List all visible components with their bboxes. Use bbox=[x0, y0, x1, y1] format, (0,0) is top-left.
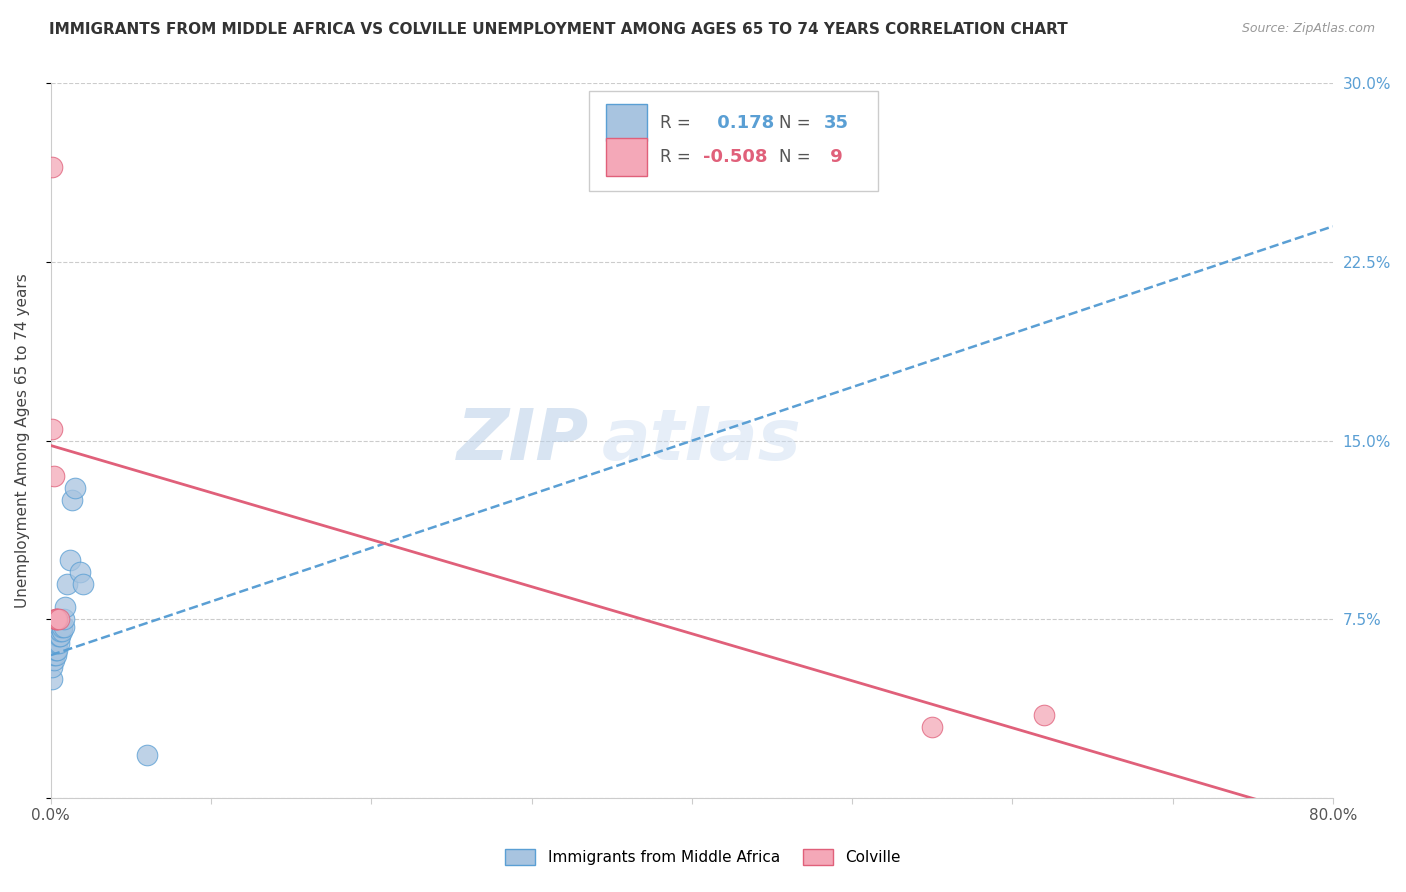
Point bbox=[48, 636, 70, 650]
Text: 35: 35 bbox=[824, 114, 849, 132]
Point bbox=[52, 612, 75, 626]
Point bbox=[49, 619, 72, 633]
Text: N =: N = bbox=[779, 148, 811, 166]
Point bbox=[51, 619, 73, 633]
Point bbox=[45, 636, 67, 650]
Point bbox=[46, 612, 69, 626]
Point bbox=[52, 619, 75, 633]
Point bbox=[42, 648, 65, 662]
Point bbox=[45, 643, 67, 657]
Legend: Immigrants from Middle Africa, Colville: Immigrants from Middle Africa, Colville bbox=[499, 843, 907, 871]
Point bbox=[48, 612, 70, 626]
Text: atlas: atlas bbox=[602, 406, 801, 475]
Point bbox=[45, 629, 67, 643]
Point bbox=[136, 748, 159, 763]
Point bbox=[42, 469, 65, 483]
Point bbox=[1033, 707, 1056, 722]
Text: 0.178: 0.178 bbox=[711, 114, 775, 132]
Point bbox=[42, 653, 65, 667]
Point bbox=[46, 636, 69, 650]
Text: 9: 9 bbox=[824, 148, 842, 166]
Text: -0.508: -0.508 bbox=[703, 148, 768, 166]
Y-axis label: Unemployment Among Ages 65 to 74 years: Unemployment Among Ages 65 to 74 years bbox=[15, 273, 30, 608]
Point bbox=[48, 629, 70, 643]
Point bbox=[46, 629, 69, 643]
Point bbox=[41, 672, 63, 686]
Point bbox=[42, 643, 65, 657]
Point bbox=[45, 632, 67, 646]
Text: ZIP: ZIP bbox=[457, 406, 589, 475]
Point bbox=[72, 576, 94, 591]
Point bbox=[45, 612, 67, 626]
Point bbox=[51, 624, 73, 639]
Point bbox=[60, 493, 83, 508]
FancyBboxPatch shape bbox=[606, 104, 647, 141]
Point bbox=[53, 600, 76, 615]
Point bbox=[921, 720, 943, 734]
Text: R =: R = bbox=[659, 148, 690, 166]
Text: R =: R = bbox=[659, 114, 690, 132]
Point bbox=[45, 648, 67, 662]
Point bbox=[59, 553, 82, 567]
FancyBboxPatch shape bbox=[589, 91, 877, 191]
Point bbox=[49, 624, 72, 639]
Point bbox=[41, 422, 63, 436]
Point bbox=[63, 482, 86, 496]
FancyBboxPatch shape bbox=[606, 138, 647, 176]
Point bbox=[56, 576, 79, 591]
Point bbox=[69, 565, 91, 579]
Point bbox=[42, 636, 65, 650]
Text: N =: N = bbox=[779, 114, 811, 132]
Point bbox=[49, 629, 72, 643]
Point bbox=[45, 612, 67, 626]
Point bbox=[46, 643, 69, 657]
Point bbox=[41, 160, 63, 174]
Point bbox=[41, 636, 63, 650]
Point bbox=[46, 624, 69, 639]
Point bbox=[41, 660, 63, 674]
Point bbox=[41, 648, 63, 662]
Text: IMMIGRANTS FROM MIDDLE AFRICA VS COLVILLE UNEMPLOYMENT AMONG AGES 65 TO 74 YEARS: IMMIGRANTS FROM MIDDLE AFRICA VS COLVILL… bbox=[49, 22, 1069, 37]
Text: Source: ZipAtlas.com: Source: ZipAtlas.com bbox=[1241, 22, 1375, 36]
Point bbox=[48, 624, 70, 639]
